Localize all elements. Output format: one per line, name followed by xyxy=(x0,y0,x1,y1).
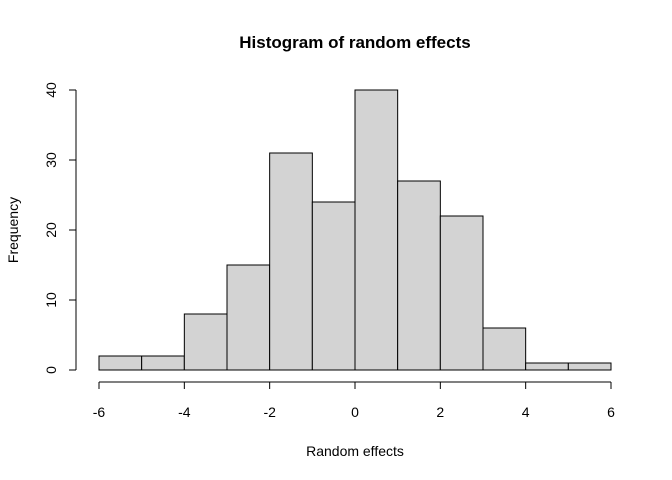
x-tick-label: -6 xyxy=(93,404,106,420)
x-tick-label: 6 xyxy=(607,404,615,420)
y-tick-label: 20 xyxy=(43,222,59,238)
histogram-bar xyxy=(226,264,271,371)
x-tick-label: -2 xyxy=(263,404,276,420)
bars-group xyxy=(98,89,612,371)
histogram-bar xyxy=(354,89,399,371)
histogram-bar xyxy=(98,355,143,371)
histogram-bar xyxy=(183,313,228,371)
chart-title: Histogram of random effects xyxy=(239,33,470,52)
x-tick-label: 4 xyxy=(522,404,530,420)
histogram-bar xyxy=(397,180,441,371)
histogram-bar xyxy=(311,201,356,371)
y-tick-label: 10 xyxy=(43,292,59,308)
x-axis-label: Random effects xyxy=(306,443,404,459)
histogram-bar xyxy=(269,152,313,371)
x-tick-label: 0 xyxy=(351,404,359,420)
histogram-bar xyxy=(567,362,612,371)
y-axis-label: Frequency xyxy=(5,197,21,263)
histogram-bar xyxy=(482,327,527,371)
x-axis: -6 -4 -2 0 2 4 6 xyxy=(93,381,615,420)
histogram-bar xyxy=(141,355,185,371)
x-tick-label: -4 xyxy=(178,404,191,420)
y-axis: 0 10 20 30 40 xyxy=(43,82,77,374)
x-tick-label: 2 xyxy=(436,404,444,420)
histogram-bar xyxy=(525,362,569,371)
histogram-bar xyxy=(439,215,484,371)
y-tick-label: 0 xyxy=(43,366,59,374)
y-tick-label: 30 xyxy=(43,152,59,168)
y-tick-label: 40 xyxy=(43,82,59,98)
